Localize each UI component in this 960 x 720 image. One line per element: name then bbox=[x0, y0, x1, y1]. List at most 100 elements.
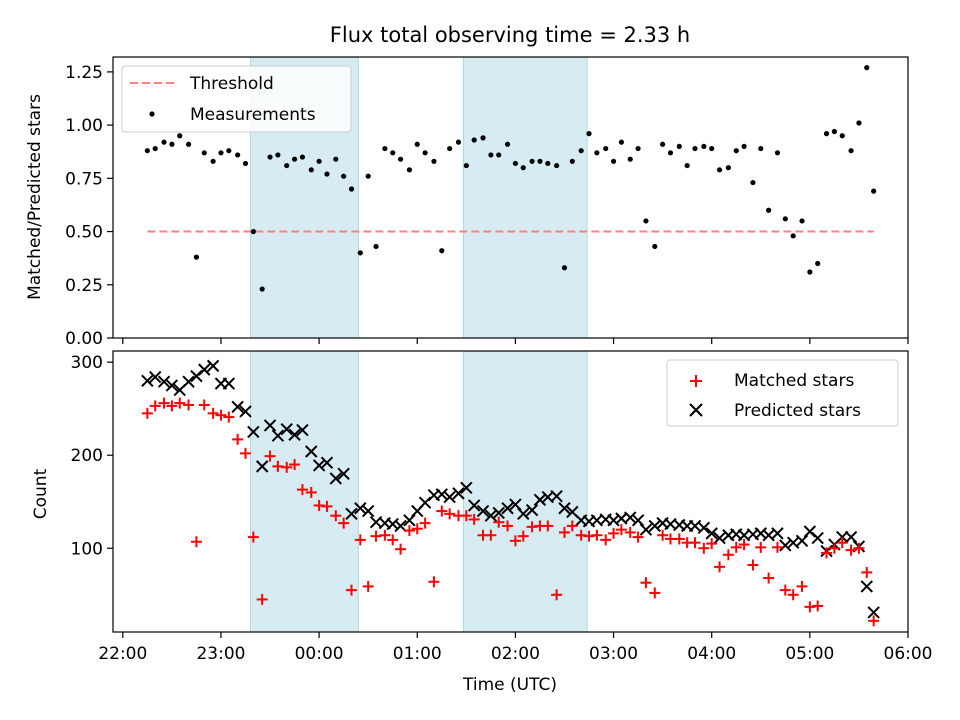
predicted-star-point bbox=[525, 503, 539, 517]
measurement-point bbox=[210, 158, 216, 164]
measurements-legend-marker bbox=[149, 111, 155, 117]
measurement-point bbox=[667, 150, 674, 156]
measurement-point bbox=[871, 188, 877, 194]
count-legend: Matched stars Predicted stars bbox=[666, 359, 899, 427]
measurement-point bbox=[324, 171, 330, 177]
measurement-point bbox=[520, 165, 526, 171]
x-tick-label: 00:00 bbox=[295, 644, 344, 664]
measurement-point bbox=[684, 162, 690, 169]
predicted-star-point bbox=[771, 527, 784, 540]
matched-star-point bbox=[868, 615, 880, 627]
measurement-point bbox=[308, 167, 314, 173]
predicted-star-point bbox=[607, 514, 620, 527]
matched-star-point bbox=[779, 584, 791, 596]
x-tick-label: 03:00 bbox=[589, 644, 638, 664]
predicted-star-point bbox=[141, 374, 154, 387]
matched-star-point bbox=[223, 411, 235, 423]
measurement-point bbox=[578, 148, 584, 154]
predicted-star-point bbox=[713, 531, 726, 545]
matched-star-point bbox=[698, 542, 710, 554]
measurement-point bbox=[716, 167, 723, 173]
matched-star-point bbox=[190, 536, 202, 548]
measurement-point bbox=[193, 254, 200, 260]
y-tick-label: 0.25 bbox=[65, 276, 103, 296]
measurement-point bbox=[480, 135, 486, 141]
matched-star-point bbox=[763, 572, 775, 584]
predicted-star-point bbox=[222, 377, 236, 390]
measurement-point bbox=[291, 156, 298, 162]
matched-star-point bbox=[256, 593, 268, 605]
predicted-star-point bbox=[247, 425, 260, 439]
x-tick-label: 04:00 bbox=[687, 644, 736, 664]
measurement-point bbox=[635, 145, 641, 152]
measurement-point bbox=[218, 150, 224, 156]
predicted-star-point bbox=[271, 429, 285, 442]
matched-star-point bbox=[215, 409, 227, 421]
measurement-point bbox=[586, 131, 592, 137]
measurement-point bbox=[627, 156, 633, 162]
measurement-point bbox=[161, 139, 167, 145]
matched-star-point bbox=[624, 526, 636, 538]
matched-star-point bbox=[787, 589, 799, 601]
matched-star-point bbox=[747, 559, 759, 571]
measurement-point bbox=[618, 139, 625, 145]
predicted-star-point bbox=[631, 514, 645, 527]
predicted-star-point bbox=[329, 472, 343, 485]
measurement-point bbox=[201, 150, 207, 156]
measurement-point bbox=[382, 145, 388, 152]
count-legend-box bbox=[666, 359, 899, 427]
measurement-point bbox=[177, 133, 183, 139]
predicted-star-point bbox=[492, 506, 505, 520]
predicted-star-point bbox=[280, 422, 293, 436]
predicted-star-point bbox=[263, 419, 277, 432]
measurement-point bbox=[373, 243, 379, 250]
matched-star-point bbox=[296, 484, 308, 496]
measurement-point bbox=[741, 143, 747, 150]
y-tick-label: 0.50 bbox=[65, 223, 103, 243]
matched-star-point bbox=[551, 589, 563, 601]
predicted-star-point bbox=[476, 504, 490, 518]
x-tick-label: 22:00 bbox=[98, 644, 147, 664]
measurement-point bbox=[512, 160, 519, 167]
measurement-point bbox=[701, 143, 707, 150]
measurement-point bbox=[259, 286, 265, 292]
predicted-star-point bbox=[148, 370, 162, 384]
matched-star-point bbox=[281, 461, 293, 473]
measurement-point bbox=[455, 139, 462, 145]
measurement-point bbox=[815, 260, 821, 267]
predicted-star-point bbox=[844, 530, 858, 544]
predicted-star-point bbox=[296, 423, 309, 437]
matched-star-point bbox=[330, 510, 342, 522]
matched-star-point bbox=[861, 566, 873, 578]
ratio-y-axis-label: Matched/Predicted stars bbox=[25, 94, 45, 300]
predicted-star-point bbox=[624, 511, 637, 524]
measurement-point bbox=[250, 228, 256, 235]
matched-star-point bbox=[608, 527, 620, 539]
measurement-point bbox=[397, 156, 404, 162]
matched-star-point bbox=[502, 520, 514, 532]
predicted-star-point bbox=[305, 445, 318, 458]
measurement-point bbox=[758, 145, 764, 152]
matched-legend-marker bbox=[690, 375, 702, 387]
predicted-star-point bbox=[467, 499, 481, 512]
predicted-star-point bbox=[558, 502, 571, 515]
measurement-point bbox=[226, 148, 232, 154]
measurement-point bbox=[471, 137, 477, 143]
matched-star-point bbox=[755, 541, 767, 553]
measurement-point bbox=[439, 248, 445, 254]
measurement-point bbox=[610, 158, 617, 164]
chart-title: Flux total observing time = 2.33 h bbox=[330, 23, 690, 47]
y-tick-label: 0.00 bbox=[65, 329, 103, 349]
matched-star-point bbox=[812, 600, 824, 612]
predicted-star-point bbox=[533, 493, 547, 507]
predicted-star-point bbox=[550, 489, 563, 503]
predicted-star-point bbox=[312, 459, 326, 472]
predicted-star-point bbox=[182, 375, 195, 388]
measurement-point bbox=[856, 120, 862, 126]
count-plot-frame bbox=[112, 350, 909, 633]
y-tick-label: 1.25 bbox=[65, 63, 103, 83]
matched-star-point bbox=[444, 508, 456, 520]
measurement-point bbox=[504, 141, 511, 147]
measurement-point bbox=[144, 148, 150, 154]
